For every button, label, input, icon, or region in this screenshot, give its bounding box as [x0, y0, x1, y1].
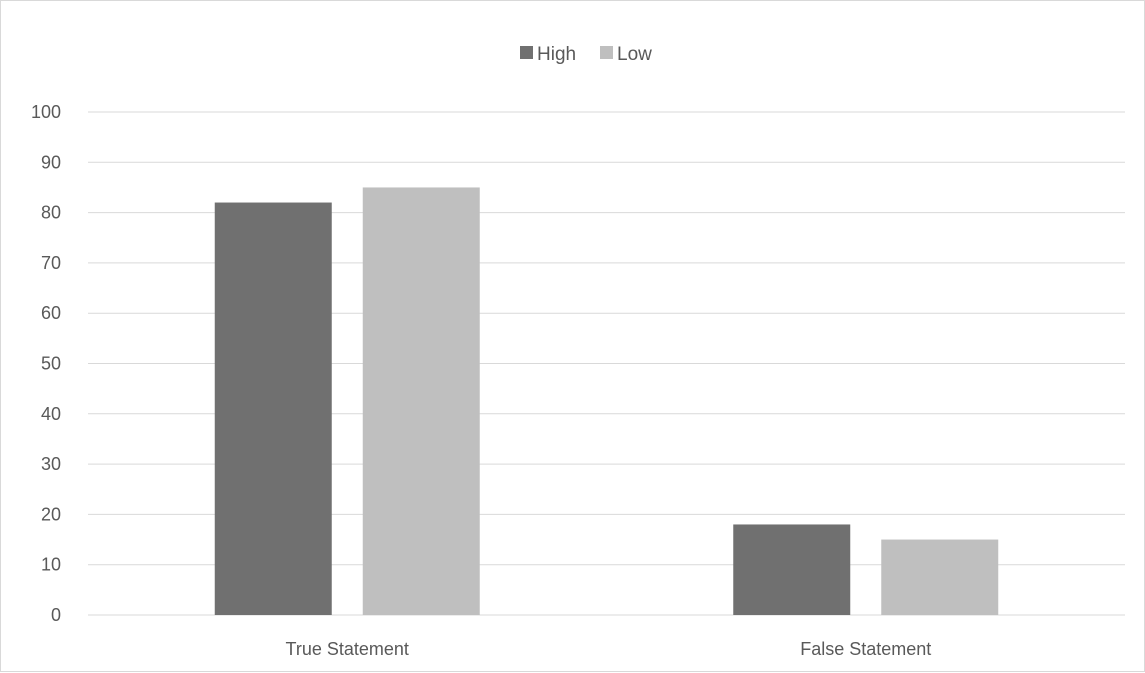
y-tick-label: 90 [41, 152, 61, 172]
y-tick-label: 0 [51, 605, 61, 625]
y-tick-label: 40 [41, 404, 61, 424]
y-tick-label: 20 [41, 504, 61, 524]
bar-high-0 [214, 202, 332, 616]
x-category-label: False Statement [800, 639, 931, 659]
bar-low-1 [881, 539, 999, 615]
legend-swatch-high [520, 46, 533, 59]
bar-low-0 [362, 187, 480, 615]
bars [214, 187, 999, 616]
legend-swatch-low [600, 46, 613, 59]
legend-label-high: High [537, 44, 576, 65]
y-tick-label: 60 [41, 303, 61, 323]
y-tick-label: 50 [41, 354, 61, 374]
bar-high-1 [733, 524, 851, 615]
legend: High Low [520, 44, 652, 65]
y-tick-label: 100 [31, 102, 61, 122]
y-axis-tick-labels: 0 10 20 30 40 50 60 70 80 90 100 [31, 102, 61, 625]
y-tick-label: 70 [41, 253, 61, 273]
legend-label-low: Low [617, 44, 652, 65]
y-tick-label: 10 [41, 555, 61, 575]
x-axis-category-labels: True Statement False Statement [286, 639, 932, 659]
y-tick-label: 30 [41, 454, 61, 474]
y-tick-label: 80 [41, 203, 61, 223]
x-category-label: True Statement [286, 639, 409, 659]
